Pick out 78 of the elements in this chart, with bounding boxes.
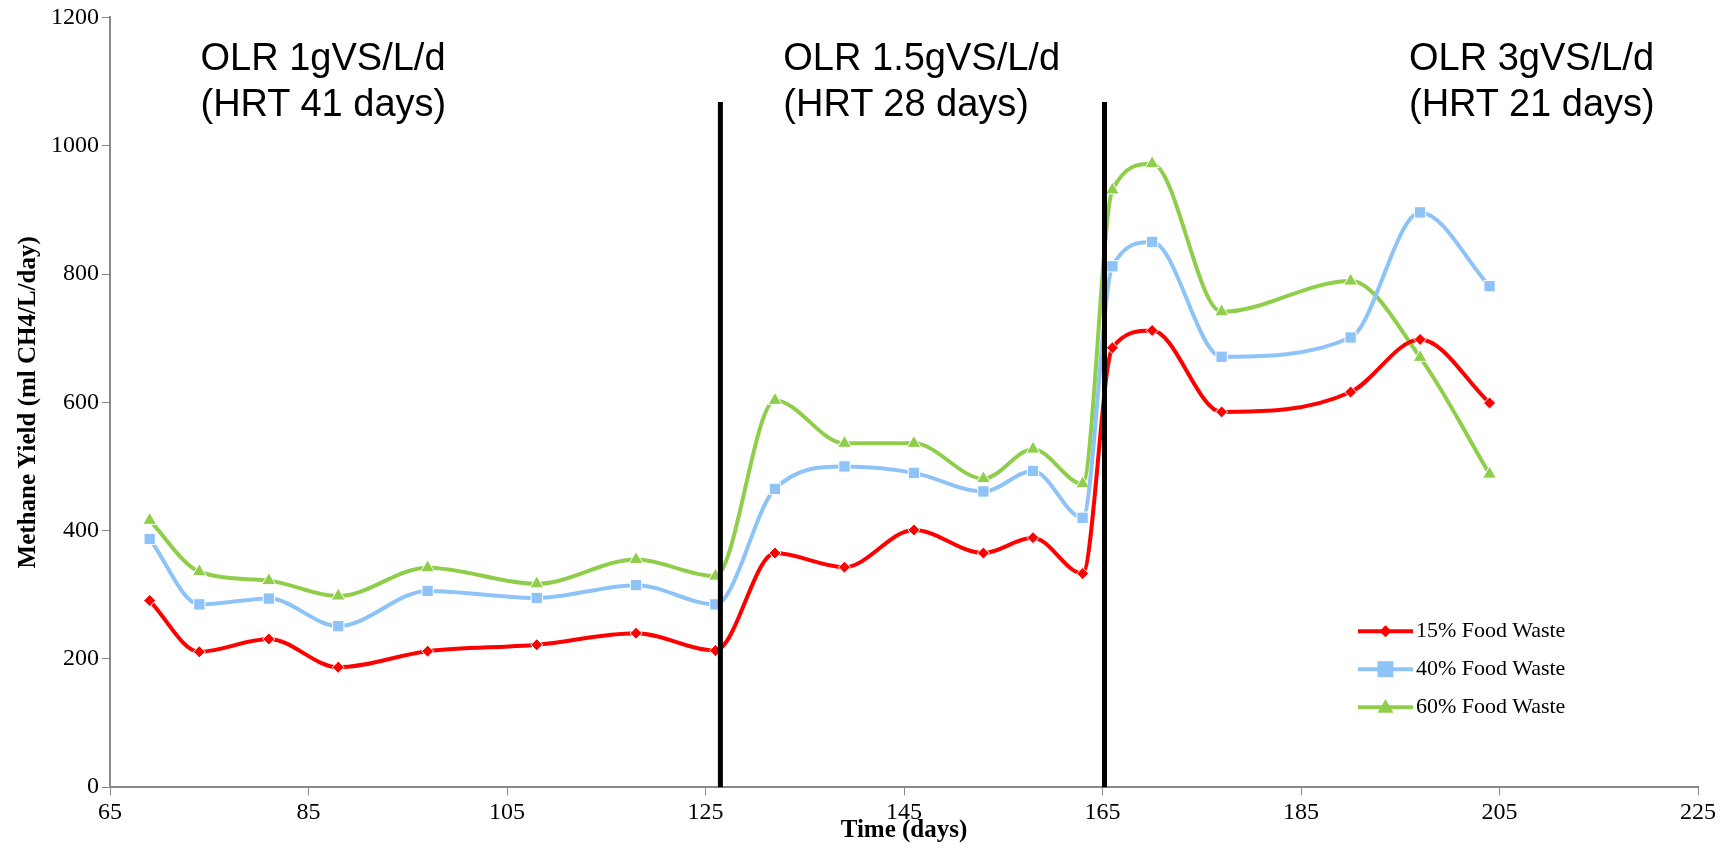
annotation: OLR 1.5gVS/L/d (HRT 28 days) bbox=[783, 35, 1061, 124]
annotation: OLR 3gVS/L/d (HRT 21 days) bbox=[1408, 35, 1655, 124]
point bbox=[1343, 272, 1359, 286]
point bbox=[1145, 235, 1159, 249]
annotation: OLR 1gVS/L/d (HRT 41 days) bbox=[200, 35, 447, 124]
y-axis-title: Methane Yield (ml CH4/L/day) bbox=[13, 236, 42, 569]
point bbox=[975, 470, 991, 484]
point bbox=[907, 466, 921, 480]
point bbox=[1482, 465, 1497, 479]
point bbox=[1215, 405, 1229, 419]
point bbox=[330, 587, 346, 601]
point bbox=[1483, 280, 1496, 293]
point bbox=[421, 584, 434, 598]
x-tick-label: 205 bbox=[1481, 797, 1518, 824]
point bbox=[629, 578, 643, 592]
point bbox=[529, 575, 545, 589]
point bbox=[143, 532, 156, 546]
point bbox=[1215, 350, 1228, 363]
point bbox=[1105, 181, 1120, 195]
point bbox=[530, 591, 543, 605]
point bbox=[1025, 440, 1041, 454]
point bbox=[1413, 206, 1427, 219]
point bbox=[907, 523, 921, 537]
legend-label: 15% Food Waste bbox=[1416, 616, 1566, 642]
point bbox=[331, 660, 345, 674]
point bbox=[768, 482, 782, 496]
point bbox=[1214, 303, 1230, 317]
point bbox=[193, 598, 206, 611]
point bbox=[420, 559, 436, 573]
legend-label: 60% Food Waste bbox=[1416, 692, 1566, 718]
point bbox=[837, 560, 851, 574]
point bbox=[1344, 331, 1357, 344]
x-tick-label: 65 bbox=[98, 797, 122, 824]
x-tick-label: 225 bbox=[1680, 797, 1716, 824]
point bbox=[421, 644, 435, 658]
y-tick-label: 800 bbox=[63, 259, 99, 286]
point bbox=[143, 594, 157, 608]
point bbox=[1412, 348, 1428, 362]
y-tick-label: 1000 bbox=[51, 131, 99, 157]
point bbox=[261, 572, 277, 586]
point bbox=[192, 645, 206, 659]
point bbox=[977, 485, 990, 498]
point bbox=[332, 620, 345, 633]
point bbox=[1413, 332, 1427, 346]
point bbox=[1105, 341, 1119, 355]
y-tick-label: 0 bbox=[87, 772, 99, 799]
point bbox=[1106, 260, 1119, 273]
point bbox=[906, 434, 922, 448]
point bbox=[1076, 567, 1090, 581]
y-tick-label: 400 bbox=[63, 515, 99, 542]
point bbox=[1483, 396, 1497, 410]
x-tick-label: 165 bbox=[1084, 797, 1121, 824]
point bbox=[191, 563, 207, 577]
point bbox=[1145, 323, 1159, 337]
y-tick-label: 200 bbox=[63, 644, 99, 671]
point bbox=[768, 546, 782, 560]
y-tick-label: 600 bbox=[63, 387, 99, 414]
point bbox=[629, 626, 643, 640]
point bbox=[628, 550, 644, 564]
legend-label: 40% Food Waste bbox=[1416, 654, 1566, 680]
point bbox=[1344, 385, 1358, 399]
point bbox=[838, 460, 851, 473]
x-tick-label: 125 bbox=[687, 797, 724, 824]
point bbox=[976, 546, 990, 560]
y-tick-label: 1200 bbox=[51, 2, 99, 29]
point bbox=[262, 632, 276, 646]
point bbox=[1026, 531, 1040, 545]
x-tick-label: 105 bbox=[489, 797, 525, 824]
x-tick-label: 185 bbox=[1283, 797, 1319, 824]
point bbox=[1144, 155, 1160, 169]
point bbox=[262, 592, 275, 605]
point bbox=[530, 638, 544, 652]
point bbox=[1076, 511, 1089, 524]
point bbox=[1026, 464, 1040, 478]
point bbox=[142, 511, 158, 525]
point bbox=[767, 391, 783, 405]
point bbox=[837, 434, 852, 448]
x-tick-label: 85 bbox=[296, 797, 321, 824]
